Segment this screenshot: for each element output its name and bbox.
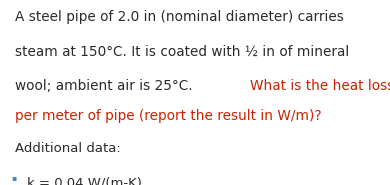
- Text: k = 0.04 W/(m-K): k = 0.04 W/(m-K): [27, 177, 142, 185]
- Text: ▪: ▪: [12, 173, 17, 182]
- Text: per meter of pipe (report the result in W/m)?: per meter of pipe (report the result in …: [15, 109, 321, 123]
- Text: wool; ambient air is 25°C.: wool; ambient air is 25°C.: [15, 79, 197, 93]
- Text: steam at 150°C. It is coated with ½ in of mineral: steam at 150°C. It is coated with ½ in o…: [15, 44, 349, 58]
- Text: What is the heat loss: What is the heat loss: [250, 79, 390, 93]
- Text: Additional data:: Additional data:: [15, 142, 121, 155]
- Text: A steel pipe of 2.0 in (nominal diameter) carries: A steel pipe of 2.0 in (nominal diameter…: [15, 10, 344, 24]
